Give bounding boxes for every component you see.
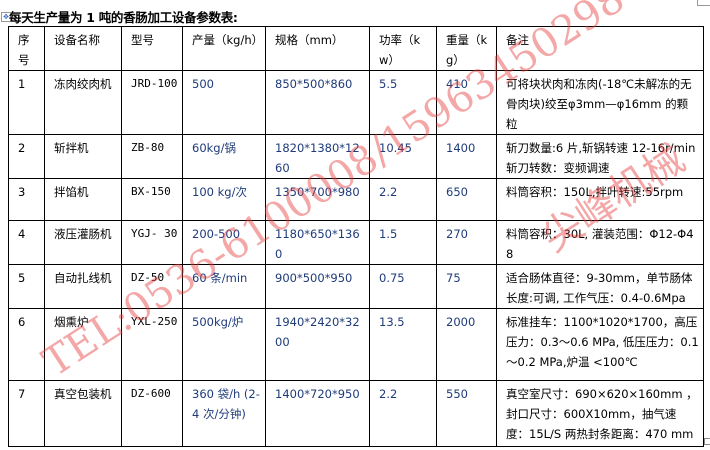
cell-model: YXL-250 (121, 308, 183, 381)
table-row: 7 真空包装机 DZ-600 360 袋/h (2-4 次/分钟) 1400*720*9… (8, 380, 704, 447)
cell-name: 冻肉绞肉机 (44, 70, 122, 135)
table-row: 2 斩拌机 ZB-80 60kg/锅 1820*1380*1260 10.45 1400 斩刀… (8, 134, 704, 179)
cell-weight: 1400 (436, 134, 497, 179)
header-model: 型号 (121, 26, 183, 71)
equipment-table: 序号 设备名称 型号 产量（kg/h） 规格（mm） 功率（kw） 重量（kg）… (8, 26, 704, 447)
cell-no: 5 (8, 264, 45, 309)
cell-note: 标准挂车：1100*1020*1700，高压压力：0.3～0.6 MPa, 低压… (496, 308, 704, 381)
cell-name: 拌馅机 (44, 178, 122, 221)
cell-no: 2 (8, 134, 45, 179)
cell-output: 360 袋/h (2-4 次/分钟) (182, 380, 266, 447)
header-weight: 重量（kg） (436, 26, 497, 71)
cell-power: 2.2 (369, 380, 437, 447)
cell-no: 7 (8, 380, 45, 447)
cell-model: ZB-80 (121, 134, 183, 179)
cell-no: 4 (8, 220, 45, 265)
cell-weight: 75 (436, 264, 497, 309)
header-output: 产量（kg/h） (182, 26, 266, 71)
cell-power: 1.5 (369, 220, 437, 265)
cell-power: 2.2 (369, 178, 437, 221)
cell-output: 200-500 (182, 220, 266, 265)
table-row: 5 自动扎线机 DZ-50 60 条/min 900*500*950 0.75 75 适合肠体… (8, 264, 704, 309)
cell-size: 1180*650*1360 (265, 220, 370, 265)
table-row: 3 拌馅机 BX-150 100 kg/次 1350*700*980 2.2 650 料筒容积… (8, 178, 704, 221)
cell-note: 料筒容积：150L,拌叶转速:55rpm (496, 178, 704, 221)
cell-output: 100 kg/次 (182, 178, 266, 221)
cell-weight: 2000 (436, 308, 497, 381)
cell-size: 1820*1380*1260 (265, 134, 370, 179)
cell-model: DZ-50 (121, 264, 183, 309)
cell-model: BX-150 (121, 178, 183, 221)
cell-weight: 410 (436, 70, 497, 135)
cell-power: 10.45 (369, 134, 437, 179)
cell-name: 自动扎线机 (44, 264, 122, 309)
table-row: 1 冻肉绞肉机 JRD-100 500 850*500*860 5.5 410 可将块状肉和冻… (8, 70, 704, 135)
cell-model: DZ-600 (121, 380, 183, 447)
cell-power: 0.75 (369, 264, 437, 309)
cell-no: 1 (8, 70, 45, 135)
cell-output: 60kg/锅 (182, 134, 266, 179)
cell-note: 可将块状肉和冻肉(-18℃未解冻的无骨肉块)绞至φ3mm—φ16mm 的颗粒 (496, 70, 704, 135)
cell-note: 斩刀数量:6 片,斩锅转速 12-16r/min 斩刀转数：变频调速 (496, 134, 704, 179)
header-name: 设备名称 (44, 26, 122, 71)
header-size: 规格（mm） (265, 26, 370, 71)
table-move-handle-icon[interactable]: ✥ (1, 12, 11, 22)
cell-name: 烟熏炉 (44, 308, 122, 381)
cell-power: 5.5 (369, 70, 437, 135)
cell-name: 斩拌机 (44, 134, 122, 179)
header-no: 序号 (8, 26, 45, 71)
cell-power: 13.5 (369, 308, 437, 381)
document-title: 每天生产量为 1 吨的香肠加工设备参数表: (9, 10, 238, 25)
cell-weight: 650 (436, 178, 497, 221)
cell-name: 真空包装机 (44, 380, 122, 447)
cell-note: 适合肠体直径：9-30mm，单节肠体长度:可调, 工作气压：0.4-0.6Mpa (496, 264, 704, 309)
cell-size: 1940*2420*3200 (265, 308, 370, 381)
cell-no: 3 (8, 178, 45, 221)
cell-size: 1400*720*950 (265, 380, 370, 447)
header-power: 功率（kw） (369, 26, 437, 71)
table-resize-handle[interactable] (704, 438, 710, 445)
cell-weight: 270 (436, 220, 497, 265)
cell-output: 500 (182, 70, 266, 135)
cell-model: JRD-100 (121, 70, 183, 135)
cell-size: 900*500*950 (265, 264, 370, 309)
cell-size: 1350*700*980 (265, 178, 370, 221)
cell-output: 60 条/min (182, 264, 266, 309)
header-note: 备注 (496, 26, 704, 71)
cell-size: 850*500*860 (265, 70, 370, 135)
cell-weight: 550 (436, 380, 497, 447)
cell-note: 料筒容积：30L, 灌装范围：Φ12-Φ48 (496, 220, 704, 265)
cell-output: 500kg/炉 (182, 308, 266, 381)
page-corner-mark (697, 0, 710, 6)
cell-model: YGJ- 30 (121, 220, 183, 265)
cell-name: 液压灌肠机 (44, 220, 122, 265)
cell-no: 6 (8, 308, 45, 381)
cell-note: 真空室尺寸：690×620×160mm ，封口尺寸：600X10mm，抽气速度：… (496, 380, 704, 447)
table-row: 4 液压灌肠机 YGJ- 30 200-500 1180*650*1360 1.5 270 料… (8, 220, 704, 265)
header-row: 序号 设备名称 型号 产量（kg/h） 规格（mm） 功率（kw） 重量（kg）… (8, 26, 704, 71)
table-row: 6 烟熏炉 YXL-250 500kg/炉 1940*2420*3200 13.5 2000… (8, 308, 704, 381)
